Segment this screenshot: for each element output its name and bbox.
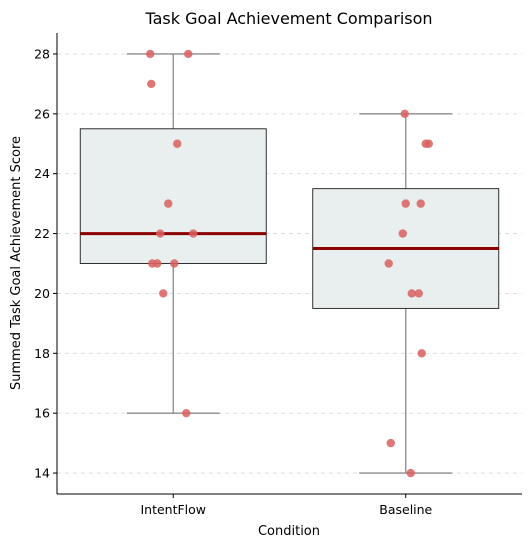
boxes (79, 53, 500, 474)
box-baseline (312, 113, 500, 474)
y-tick-label: 14 (34, 466, 50, 481)
data-point (156, 229, 165, 238)
data-point (406, 468, 415, 478)
data-point (416, 199, 425, 208)
y-tick-label: 28 (34, 46, 50, 61)
data-point (414, 289, 423, 298)
data-point (146, 49, 155, 59)
data-point (173, 139, 182, 148)
data-point (182, 408, 191, 418)
data-point (424, 139, 433, 148)
x-axis-label: Condition (258, 524, 320, 539)
data-point (407, 289, 416, 298)
x-tick-label: IntentFlow (140, 502, 206, 517)
y-tick-label: 18 (34, 346, 50, 361)
chart-title: Task Goal Achievement Comparison (144, 9, 432, 28)
x-ticks: IntentFlow Baseline (140, 494, 433, 517)
axes (56, 33, 522, 495)
y-ticks: 14 16 18 20 22 24 26 28 (34, 46, 57, 481)
y-tick-label: 20 (34, 286, 50, 301)
data-point (400, 109, 409, 119)
y-tick-label: 22 (34, 226, 50, 241)
data-point (401, 199, 410, 208)
iqr-box (79, 128, 267, 264)
data-point (164, 199, 173, 208)
data-point (417, 349, 426, 358)
data-point (147, 79, 156, 89)
data-point (170, 259, 179, 268)
data-points (146, 49, 433, 478)
y-tick-label: 24 (34, 166, 50, 181)
y-tick-label: 16 (34, 406, 50, 421)
y-tick-label: 26 (34, 106, 50, 121)
data-point (189, 229, 198, 238)
data-point (398, 229, 407, 238)
x-tick-label: Baseline (379, 502, 432, 517)
data-point (384, 259, 393, 268)
y-axis-label: Summed Task Goal Achievement Score (9, 136, 24, 390)
data-point (386, 438, 395, 448)
data-point (159, 289, 168, 298)
data-point (184, 49, 193, 59)
box-intentflow (79, 53, 267, 414)
data-point (153, 259, 162, 268)
